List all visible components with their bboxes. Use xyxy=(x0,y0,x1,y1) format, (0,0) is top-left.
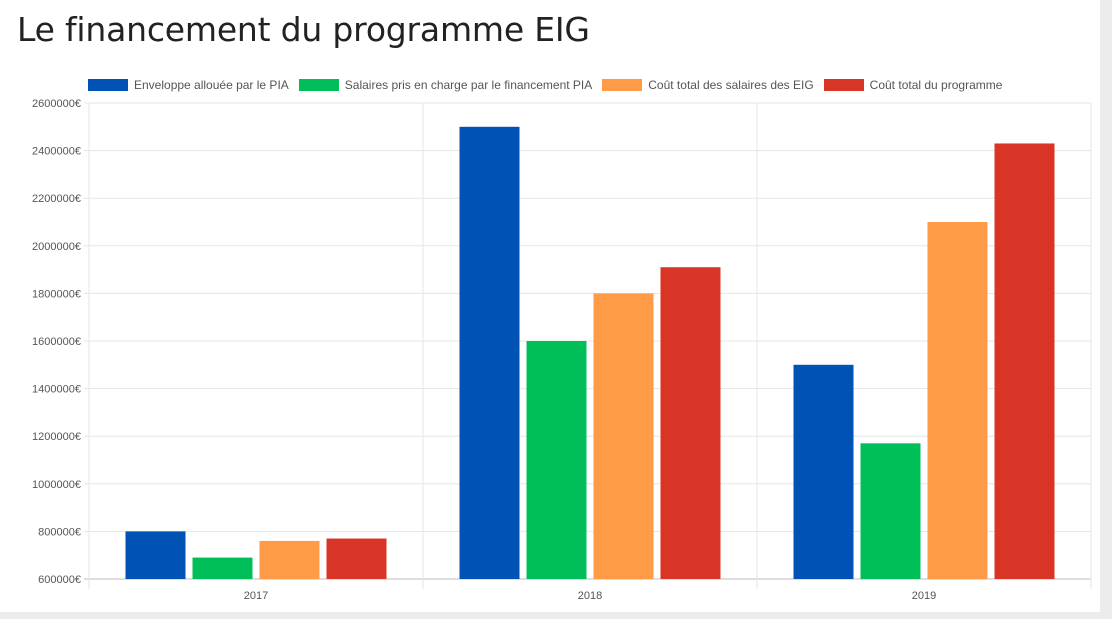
y-tick-label: 2000000€ xyxy=(32,241,81,253)
bar xyxy=(927,222,988,579)
y-tick-label: 800000€ xyxy=(38,526,81,538)
bar xyxy=(259,540,320,579)
y-tick-label: 1400000€ xyxy=(32,384,81,396)
y-tick-label: 2600000€ xyxy=(32,98,81,110)
y-tick-label: 2200000€ xyxy=(32,193,81,205)
legend-label-cout-salaires: Coût total des salaires des EIG xyxy=(648,78,814,92)
y-tick-label: 1600000€ xyxy=(32,336,81,348)
bar xyxy=(326,538,387,579)
bar xyxy=(192,557,253,579)
chart-legend: Enveloppe allouée par le PIA Salaires pr… xyxy=(88,78,1012,92)
legend-swatch-salaires-pia xyxy=(298,79,339,91)
bar xyxy=(860,443,921,579)
x-tick-label: 2019 xyxy=(912,590,936,602)
y-tick-label: 1000000€ xyxy=(32,479,81,491)
bar xyxy=(994,143,1055,579)
y-tick-label: 600000€ xyxy=(38,574,81,586)
page-title: Le financement du programme EIG xyxy=(17,10,590,49)
bar xyxy=(459,126,520,580)
legend-item-salaires-pia[interactable]: Salaires pris en charge par le financeme… xyxy=(298,78,593,92)
legend-label-cout-programme: Coût total du programme xyxy=(869,78,1003,92)
x-tick-label: 2018 xyxy=(578,590,602,602)
legend-label-salaires-pia: Salaires pris en charge par le financeme… xyxy=(344,78,593,92)
bar xyxy=(526,341,587,579)
legend-swatch-cout-programme xyxy=(823,79,864,91)
bar xyxy=(593,293,654,579)
legend-swatch-enveloppe xyxy=(88,79,128,91)
legend-swatch-cout-salaires xyxy=(602,79,643,91)
bar-chart: 600000€ 800000€ 1000000€ 1200000€ 1400000€ 16… xyxy=(32,98,1092,602)
legend-item-cout-programme[interactable]: Coût total du programme xyxy=(823,78,1003,92)
legend-label-enveloppe: Enveloppe allouée par le PIA xyxy=(134,78,289,92)
y-tick-label: 1200000€ xyxy=(32,431,81,443)
y-tick-label: 2400000€ xyxy=(32,146,81,158)
chart-card: Le financement du programme EIG Envelopp… xyxy=(0,0,1100,612)
legend-item-enveloppe[interactable]: Enveloppe allouée par le PIA xyxy=(88,78,289,92)
bar xyxy=(125,531,186,579)
bar xyxy=(793,364,854,579)
y-tick-label: 1800000€ xyxy=(32,288,81,300)
x-tick-label: 2017 xyxy=(244,590,268,602)
bar xyxy=(660,267,721,579)
legend-item-cout-salaires[interactable]: Coût total des salaires des EIG xyxy=(602,78,814,92)
